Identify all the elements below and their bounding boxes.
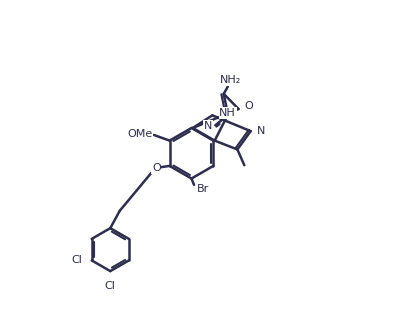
Text: N: N <box>257 126 265 136</box>
Text: Cl: Cl <box>105 281 116 291</box>
Text: Br: Br <box>197 184 209 194</box>
Text: Cl: Cl <box>71 255 82 265</box>
Text: NH: NH <box>219 108 236 118</box>
Text: NH₂: NH₂ <box>220 75 242 85</box>
Text: OMe: OMe <box>127 129 152 139</box>
Text: N: N <box>204 121 212 131</box>
Text: O: O <box>152 163 161 173</box>
Text: O: O <box>244 101 253 111</box>
